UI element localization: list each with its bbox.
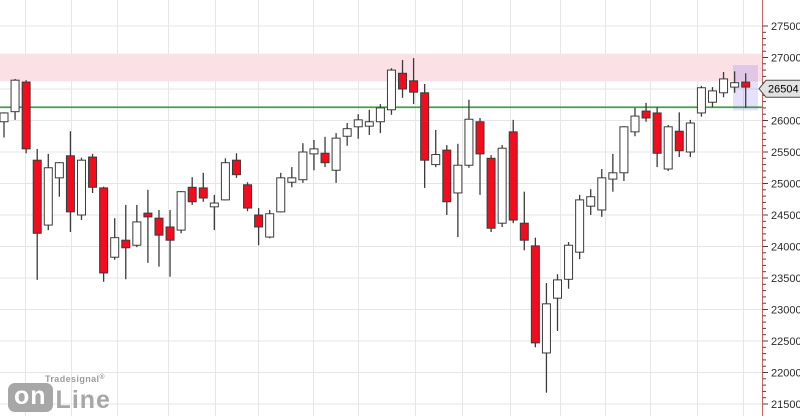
candle-27[interactable] (287, 177, 297, 183)
watermark-brand-text: Tradesignal (45, 374, 100, 384)
candle-47[interactable] (508, 131, 518, 221)
candle-46[interactable] (497, 147, 507, 224)
candle-54[interactable] (586, 196, 596, 207)
y-axis-label: 22000 (771, 368, 800, 380)
candle-64[interactable] (696, 87, 706, 114)
candle-15[interactable] (154, 217, 164, 236)
candle-8[interactable] (76, 159, 86, 216)
y-axis-label: 24500 (771, 210, 800, 222)
candle-50[interactable] (541, 303, 551, 354)
candle-20[interactable] (209, 202, 219, 208)
y-axis-label: 25500 (771, 147, 800, 159)
candle-36[interactable] (386, 69, 396, 111)
y-axis-label: 26000 (771, 116, 800, 128)
candle-31[interactable] (331, 137, 341, 171)
candle-62[interactable] (674, 130, 684, 152)
candle-26[interactable] (276, 177, 286, 213)
last-price-label (758, 79, 800, 98)
candle-59[interactable] (641, 110, 651, 119)
candle-24[interactable] (254, 214, 264, 228)
candle-34[interactable] (364, 121, 374, 127)
candle-41[interactable] (442, 149, 452, 203)
resistance-zone (0, 53, 762, 82)
y-axis-label: 24000 (771, 242, 800, 254)
candle-49[interactable] (530, 245, 540, 344)
candle-7[interactable] (65, 155, 75, 213)
candle-63[interactable] (685, 122, 695, 153)
candle-4[interactable] (32, 159, 42, 234)
candle-32[interactable] (342, 128, 352, 137)
y-axis-label: 21500 (771, 399, 800, 411)
candle-44[interactable] (475, 121, 485, 155)
candle-55[interactable] (597, 177, 607, 211)
candle-17[interactable] (176, 191, 186, 231)
candle-65[interactable] (707, 90, 717, 103)
candle-2[interactable] (10, 79, 20, 113)
watermark-brand-row: Tradesignal® (8, 374, 111, 384)
candle-14[interactable] (143, 212, 153, 218)
y-axis-label: 27000 (771, 53, 800, 65)
candle-18[interactable] (187, 186, 197, 203)
candle-19[interactable] (198, 187, 208, 199)
y-axis-label: 25000 (771, 179, 800, 191)
candle-53[interactable] (575, 199, 585, 253)
last-price-label-text: 26504 (768, 84, 799, 96)
watermark-line-text: Line (55, 386, 111, 414)
candle-66[interactable] (719, 78, 729, 94)
registered-mark: ® (99, 374, 105, 381)
candle-56[interactable] (608, 172, 618, 180)
candle-51[interactable] (553, 279, 562, 299)
watermark-logo-row: on Line (8, 383, 111, 414)
candle-58[interactable] (630, 115, 640, 133)
candle-60[interactable] (652, 112, 662, 154)
candle-21[interactable] (220, 162, 230, 201)
candle-5[interactable] (43, 167, 53, 226)
candle-57[interactable] (619, 126, 629, 174)
candle-22[interactable] (231, 159, 241, 176)
candle-25[interactable] (265, 213, 275, 238)
candle-9[interactable] (88, 156, 98, 188)
candle-61[interactable] (663, 126, 673, 170)
candle-45[interactable] (486, 157, 496, 229)
candle-12[interactable] (121, 239, 131, 249)
candle-38[interactable] (409, 80, 419, 93)
candle-68[interactable] (741, 81, 751, 88)
candle-13[interactable] (132, 221, 142, 246)
candle-48[interactable] (519, 222, 529, 241)
tradesignal-watermark: Tradesignal® on Line (8, 374, 111, 414)
candle-35[interactable] (375, 107, 385, 123)
watermark-on-badge: on (8, 383, 53, 412)
candle-6[interactable] (54, 162, 64, 179)
candle-43[interactable] (464, 118, 474, 166)
candle-1[interactable] (0, 112, 9, 123)
candle-33[interactable] (353, 119, 363, 128)
y-axis-label: 23000 (771, 305, 800, 317)
candle-29[interactable] (309, 148, 319, 155)
candle-28[interactable] (298, 151, 308, 181)
candle-42[interactable] (453, 164, 463, 194)
candle-37[interactable] (398, 72, 408, 90)
candle-10[interactable] (99, 187, 109, 274)
candle-16[interactable] (165, 226, 175, 241)
candle-40[interactable] (431, 154, 441, 166)
candle-39[interactable] (420, 92, 430, 161)
candle-23[interactable] (243, 184, 253, 209)
candle-67[interactable] (730, 82, 740, 88)
y-axis-label: 27500 (771, 21, 800, 33)
y-axis-label: 22500 (771, 336, 800, 348)
candle-11[interactable] (110, 237, 120, 258)
candle-30[interactable] (320, 152, 330, 164)
y-axis-label: 23500 (771, 273, 800, 285)
candle-3[interactable] (21, 81, 31, 150)
candle-52[interactable] (564, 244, 574, 280)
